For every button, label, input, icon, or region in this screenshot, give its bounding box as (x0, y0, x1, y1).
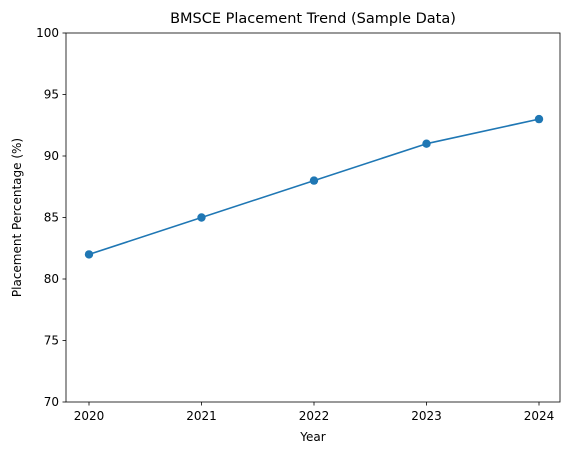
y-tick-label-90: 90 (44, 149, 59, 163)
x-tick-label-2021: 2021 (186, 409, 217, 423)
data-point-2021 (197, 213, 206, 222)
data-point-2022 (309, 176, 319, 185)
chart-title: BMSCE Placement Trend (Sample Data) (170, 11, 456, 27)
y-tick-label-95: 95 (44, 88, 59, 102)
y-tick-label-80: 80 (44, 272, 59, 286)
y-tick-label-70: 70 (44, 395, 59, 409)
data-point-2024 (534, 114, 544, 124)
y-tick-label-85: 85 (44, 211, 59, 225)
x-tick-label-2022: 2022 (299, 409, 330, 423)
data-point-2020 (84, 250, 94, 259)
plot-area: 2020 2021 2022 2023 2024 70 75 80 85 90 95 100 (36, 26, 554, 423)
y-tick-label-100: 100 (36, 26, 59, 40)
x-tick-label-2024: 2024 (524, 409, 555, 423)
data-point-2023 (422, 139, 431, 148)
x-axis-label: Year (299, 430, 325, 444)
plot-frame (65, 32, 561, 403)
x-tick-label-2023: 2023 (411, 409, 442, 423)
series-0-line (88, 118, 540, 256)
y-tick-label-75: 75 (44, 334, 59, 348)
y-axis-label: Placement Percentage (%) (10, 138, 24, 297)
x-tick-label-2020: 2020 (74, 409, 105, 423)
